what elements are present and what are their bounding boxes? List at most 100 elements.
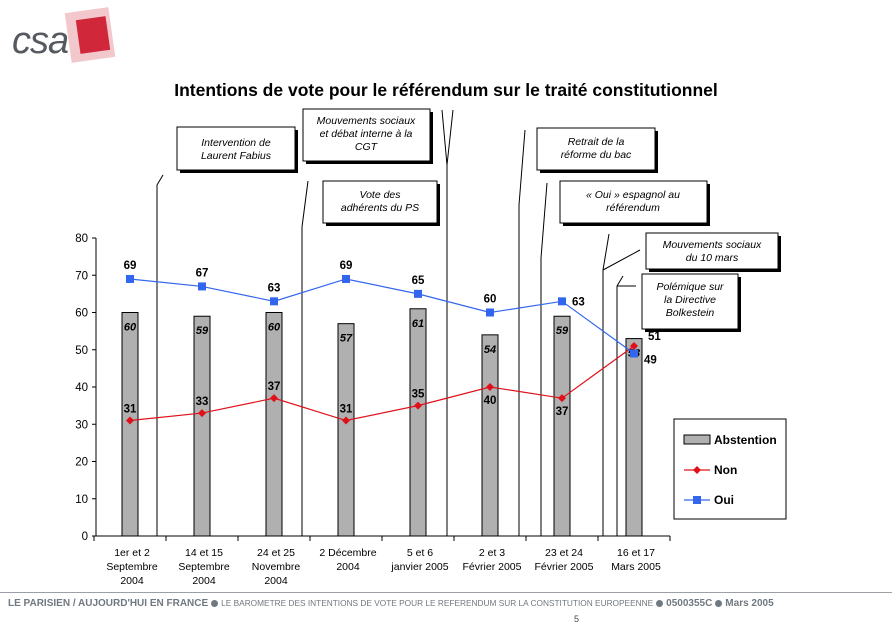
legend-marker-oui xyxy=(693,496,701,504)
footer-bullet xyxy=(715,599,723,607)
marker-bolkestein-leader xyxy=(616,275,624,287)
annotation-box xyxy=(536,127,656,171)
x-tick-label: Septembre xyxy=(178,561,230,573)
oui-point xyxy=(198,282,206,291)
oui-label: 69 xyxy=(340,260,353,272)
marker-ps-vote-leader xyxy=(301,180,309,228)
x-tick-label: 14 et 15 xyxy=(185,547,223,559)
abstention-bar xyxy=(553,315,571,537)
oui-label: 67 xyxy=(196,267,209,279)
abstention-bar xyxy=(625,338,643,537)
annotation-text: la Directive xyxy=(664,294,716,306)
annotation-text: CGT xyxy=(355,141,379,153)
abstention-bar xyxy=(409,308,427,537)
annotation-text: réforme du bac xyxy=(561,149,632,161)
legend-marker-non xyxy=(693,466,701,474)
marker-cgt-leader xyxy=(446,109,454,166)
footer-code: 0500355C xyxy=(666,598,713,609)
x-tick-label: Février 2005 xyxy=(535,561,594,573)
annotation-box xyxy=(322,180,438,224)
abstention-bar xyxy=(265,312,283,537)
non-point xyxy=(558,394,566,403)
marker-bac-leader xyxy=(518,129,526,206)
legend-label-oui: Oui xyxy=(714,493,734,507)
annotation-text: Retrait de la xyxy=(568,136,625,148)
x-tick-label: Septembre xyxy=(106,561,158,573)
footer-source: LE PARISIEN / AUJOURD'HUI EN FRANCE xyxy=(8,598,209,609)
non-label: 31 xyxy=(124,404,137,416)
annotation-box xyxy=(641,273,739,330)
non-point xyxy=(342,416,350,425)
abstention-label: 61 xyxy=(412,318,424,330)
marker-fabius-leader xyxy=(156,174,164,186)
x-tick-label: 2 Décembre xyxy=(319,547,376,559)
y-tick-label: 80 xyxy=(75,233,88,245)
non-label: 37 xyxy=(556,406,569,418)
annotation-box xyxy=(176,126,296,171)
non-point xyxy=(414,401,422,410)
oui-label: 63 xyxy=(268,282,281,294)
y-tick-label: 0 xyxy=(82,531,88,543)
oui-point xyxy=(558,297,566,306)
abstention-label: 57 xyxy=(340,333,353,345)
x-tick-label: 24 et 25 xyxy=(257,547,295,559)
annotation-box xyxy=(645,232,779,270)
oui-label: 49 xyxy=(644,354,657,366)
y-tick-label: 60 xyxy=(75,308,88,320)
y-tick-label: 30 xyxy=(75,419,88,431)
oui-point xyxy=(414,289,422,298)
oui-point xyxy=(486,308,494,317)
footer-date: Mars 2005 xyxy=(725,598,774,609)
oui-label: 63 xyxy=(572,296,585,308)
non-label: 33 xyxy=(196,396,209,408)
annotation-box xyxy=(302,108,431,162)
x-tick-label: janvier 2005 xyxy=(390,561,448,573)
non-label: 40 xyxy=(484,395,497,407)
footer-divider xyxy=(0,592,892,593)
non-point xyxy=(270,394,278,403)
y-tick-label: 40 xyxy=(75,382,88,394)
x-tick-label: 2004 xyxy=(120,575,144,587)
annotation-text: « Oui » espagnol au xyxy=(586,189,680,201)
csa-logo: csa xyxy=(6,6,116,64)
chart-title: Intentions de vote pour le référendum su… xyxy=(174,80,718,100)
annotation-box xyxy=(559,180,708,224)
annotation-text: Polémique sur xyxy=(656,281,724,293)
annotation-text: adhérents du PS xyxy=(341,202,419,214)
marker-march10-leader xyxy=(602,233,610,271)
y-tick-label: 70 xyxy=(75,270,88,282)
annotation-text: Mouvements sociaux xyxy=(663,239,762,251)
annotation-text: Intervention de xyxy=(201,137,271,149)
oui-line xyxy=(129,278,635,354)
x-tick-label: 1er et 2 xyxy=(114,547,150,559)
marker-spain-leader xyxy=(540,182,548,259)
annotation-text: Laurent Fabius xyxy=(201,150,272,162)
non-point xyxy=(198,409,206,418)
footer-bullet xyxy=(211,599,219,607)
abstention-bar xyxy=(481,334,499,537)
x-tick-label: 5 et 6 xyxy=(407,547,433,559)
abstention-label: 60 xyxy=(124,322,137,334)
x-tick-label: 2 et 3 xyxy=(479,547,505,559)
non-label: 35 xyxy=(412,389,425,401)
annotation-text: référendum xyxy=(606,202,660,214)
oui-point xyxy=(630,349,638,358)
y-tick-label: 10 xyxy=(75,494,88,506)
footer: LE PARISIEN / AUJOURD'HUI EN FRANCE LE BA… xyxy=(8,598,774,609)
y-tick-label: 20 xyxy=(75,457,88,469)
annotation-text: du 10 mars xyxy=(686,252,739,264)
marker-cgt-leader-left xyxy=(441,109,448,166)
x-tick-label: Février 2005 xyxy=(463,561,522,573)
page-number: 5 xyxy=(574,614,580,624)
annotation-text: et débat interne à la xyxy=(320,128,413,140)
oui-label: 60 xyxy=(484,294,497,306)
abstention-label: 54 xyxy=(484,344,496,356)
footer-description: LE BAROMETRE DES INTENTIONS DE VOTE POUR… xyxy=(221,598,654,608)
x-tick-label: 16 et 17 xyxy=(617,547,655,559)
logo-text: csa xyxy=(12,20,69,62)
abstention-label: 60 xyxy=(268,322,281,334)
oui-point xyxy=(126,274,134,283)
x-tick-label: Novembre xyxy=(252,561,301,573)
legend-label-non: Non xyxy=(714,463,737,477)
